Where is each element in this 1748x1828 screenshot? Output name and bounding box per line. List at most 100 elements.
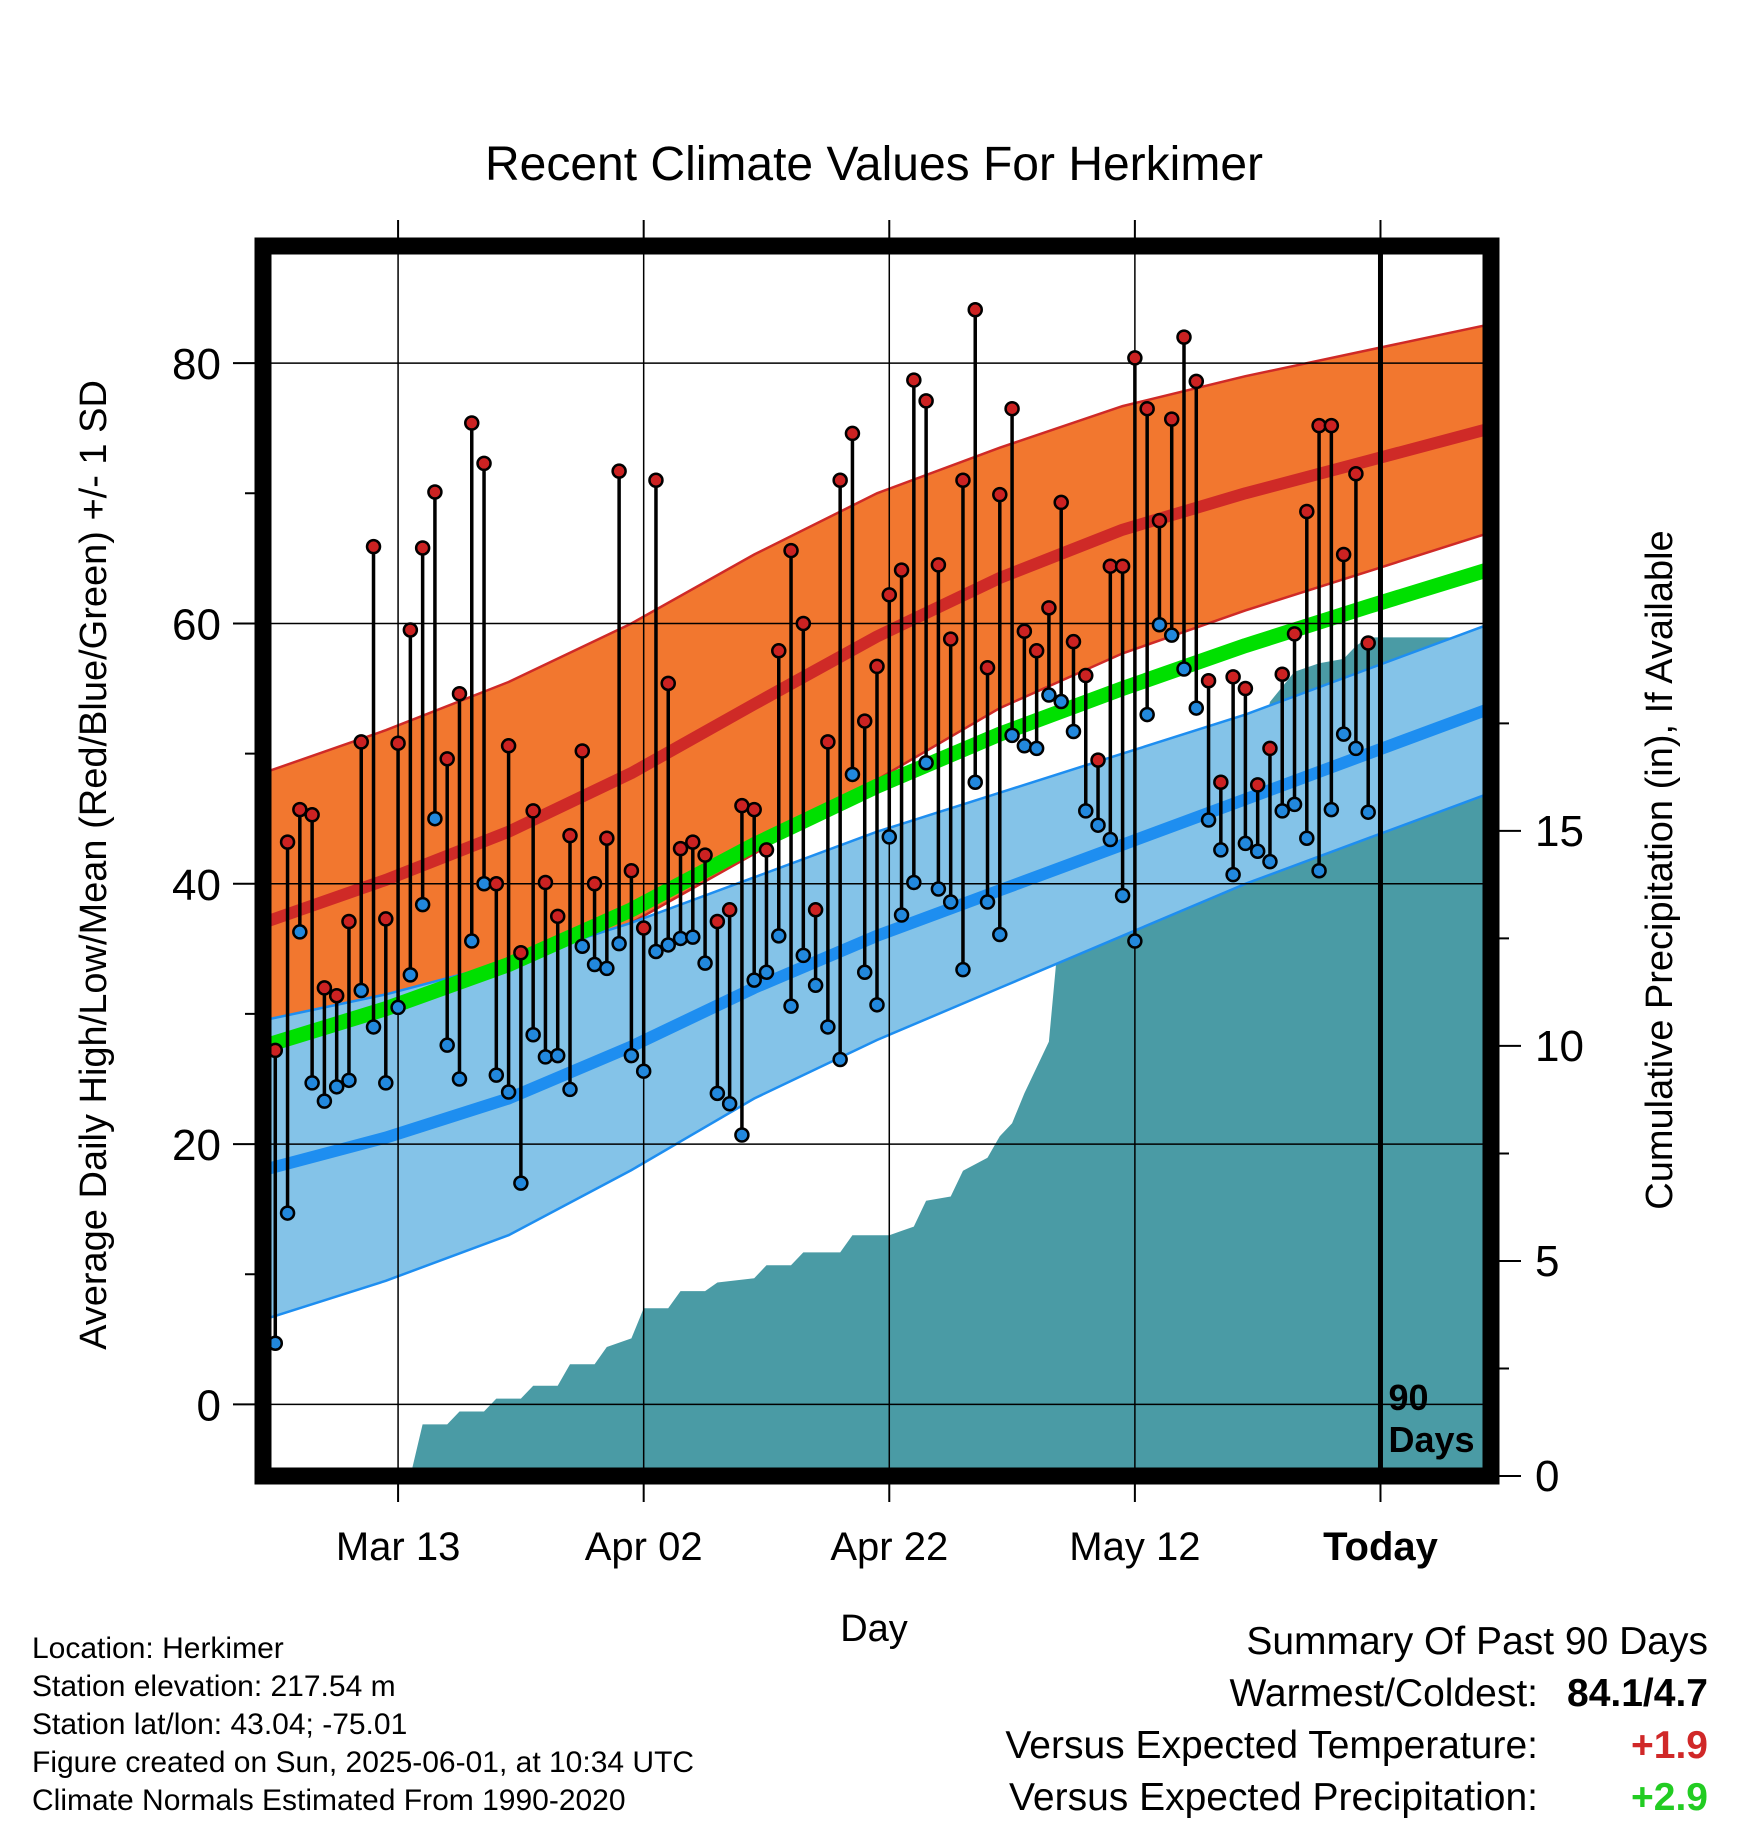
low-point bbox=[672, 930, 689, 947]
low-point bbox=[1090, 817, 1106, 833]
low-point bbox=[783, 998, 799, 1014]
low-point bbox=[316, 1093, 333, 1109]
high-point bbox=[930, 557, 947, 573]
high-point bbox=[537, 874, 554, 891]
high-point bbox=[1249, 777, 1266, 793]
low-point bbox=[341, 1072, 357, 1089]
low-point bbox=[1262, 853, 1278, 870]
daily-stems bbox=[273, 309, 1370, 1344]
low-point bbox=[807, 977, 824, 994]
high-point bbox=[709, 913, 726, 930]
high-point bbox=[316, 980, 333, 996]
high-point bbox=[611, 463, 627, 479]
precip-vs-expected-label: Versus Expected Precipitation: bbox=[1009, 1776, 1538, 1819]
high-point bbox=[771, 643, 787, 659]
high-point bbox=[807, 902, 824, 918]
high-point bbox=[1262, 740, 1278, 757]
low-point bbox=[1188, 700, 1205, 716]
x-axis-label: Day bbox=[840, 1608, 908, 1650]
high-point bbox=[1139, 400, 1155, 417]
high-point bbox=[500, 738, 517, 754]
low-point bbox=[746, 972, 762, 988]
high-point bbox=[402, 622, 419, 638]
plot-frame bbox=[254, 237, 1500, 1485]
high-point bbox=[721, 902, 738, 918]
high-point bbox=[414, 540, 431, 556]
high-normal-line bbox=[263, 422, 1491, 929]
info-location: Location: Herkimer bbox=[32, 1632, 284, 1665]
high-point bbox=[992, 486, 1008, 503]
today-marker-label: 90 Days bbox=[1388, 1377, 1474, 1460]
low-point bbox=[758, 964, 775, 981]
chart-title: Recent Climate Values For Herkimer bbox=[485, 138, 1263, 191]
low-point bbox=[918, 754, 934, 771]
low-point bbox=[685, 929, 701, 945]
y-left-tick-label: 60 bbox=[172, 600, 221, 649]
low-point bbox=[709, 1085, 726, 1102]
low-point bbox=[378, 1075, 394, 1091]
high-point bbox=[979, 659, 996, 676]
high-point bbox=[586, 876, 603, 892]
high-point bbox=[1151, 512, 1168, 529]
low-point bbox=[1249, 843, 1266, 859]
y-right-tick-label: 15 bbox=[1535, 807, 1584, 856]
summary-temp: Versus Expected Temperature: +1.9 bbox=[1005, 1724, 1708, 1768]
low-point bbox=[1016, 738, 1033, 754]
high-point bbox=[1323, 417, 1340, 434]
high-point bbox=[1225, 669, 1241, 685]
high-point bbox=[955, 472, 971, 489]
low-point bbox=[1004, 727, 1020, 744]
plot-area: 90 Days bbox=[263, 246, 1491, 1476]
high-point bbox=[365, 538, 382, 555]
temp-vs-expected-label: Versus Expected Temperature: bbox=[1005, 1724, 1538, 1767]
low-point bbox=[292, 924, 308, 940]
low-point bbox=[1348, 740, 1364, 757]
low-point bbox=[586, 956, 603, 973]
high-point bbox=[1078, 667, 1094, 684]
low-point bbox=[537, 1049, 554, 1065]
warmest-coldest-label: Warmest/Coldest: bbox=[1229, 1672, 1538, 1715]
daily-points bbox=[267, 302, 1376, 1351]
low-point bbox=[1311, 863, 1327, 879]
high-point bbox=[734, 797, 750, 814]
low-point bbox=[562, 1081, 578, 1098]
low-point bbox=[623, 1047, 640, 1064]
high-point bbox=[390, 735, 406, 751]
high-point bbox=[1163, 411, 1180, 427]
high-point bbox=[353, 734, 369, 750]
high-point bbox=[893, 562, 910, 578]
info-elevation: Station elevation: 217.54 m bbox=[32, 1670, 396, 1703]
high-point bbox=[1041, 600, 1057, 616]
high-point bbox=[1127, 350, 1143, 366]
low-point bbox=[1053, 693, 1069, 710]
high-point bbox=[746, 801, 762, 818]
low-point bbox=[439, 1037, 455, 1053]
low-point bbox=[869, 997, 885, 1013]
x-tick-label: Apr 22 bbox=[830, 1525, 948, 1569]
axes: 0 20 40 60 80 0 5 10 15 Mar 13 Apr 02 Apr 22 May 12 T… bbox=[172, 220, 1584, 1569]
y-right-tick-label: 10 bbox=[1535, 1022, 1584, 1071]
low-point bbox=[390, 999, 406, 1016]
low-point bbox=[451, 1071, 468, 1087]
high-point bbox=[697, 847, 713, 863]
high-point bbox=[1090, 752, 1106, 768]
summary-panel: Summary Of Past 90 Days Warmest/Coldest:… bbox=[708, 1620, 1708, 1820]
low-point bbox=[942, 894, 959, 910]
low-point bbox=[1213, 842, 1229, 858]
x-tick-label: Today bbox=[1323, 1525, 1439, 1569]
low-point bbox=[1065, 723, 1082, 740]
low-point bbox=[1274, 803, 1290, 819]
y-axis-label-left: Average Daily High/Low/Mean (Red/Blue/Gr… bbox=[73, 380, 115, 1350]
low-point bbox=[832, 1051, 848, 1068]
low-point bbox=[1163, 627, 1180, 643]
low-point bbox=[660, 937, 676, 953]
low-point bbox=[1176, 661, 1192, 677]
high-point bbox=[574, 743, 591, 759]
low-point bbox=[1114, 887, 1131, 904]
high-point bbox=[1299, 503, 1315, 520]
high-point bbox=[525, 803, 541, 819]
y-left-tick-label: 40 bbox=[172, 861, 221, 910]
low-point bbox=[427, 810, 443, 827]
low-point bbox=[328, 1079, 345, 1095]
low-point bbox=[992, 926, 1008, 943]
